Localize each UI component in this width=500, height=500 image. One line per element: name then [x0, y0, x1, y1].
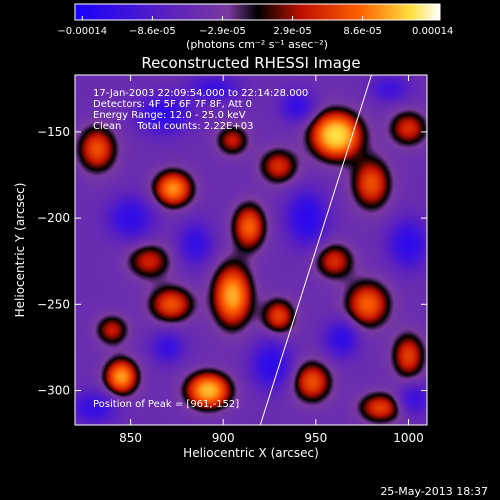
annotation-counts: Clean Total counts: 2.22E+03	[93, 121, 253, 132]
x-tick-label: 950	[304, 431, 327, 445]
colorbar-ticks: −0.00014 −8.6e-05 −2.9e-05 2.9e-05 8.6e-05 0.…	[57, 16, 453, 37]
annotation-time: 17-Jan-2003 22:09:54.000 to 22:14:28.000	[93, 88, 308, 99]
date-stamp: 25-May-2013 18:37	[380, 485, 488, 498]
heatmap-image	[75, 75, 427, 425]
y-axis-ticks: −150 −200 −250 −300	[37, 125, 427, 398]
colorbar-tick-label: 8.6e-05	[343, 26, 381, 37]
colorbar-tick-label: −8.6e-05	[129, 26, 176, 37]
colorbar	[74, 3, 441, 21]
annotation-block: 17-Jan-2003 22:09:54.000 to 22:14:28.000…	[93, 88, 308, 132]
peak-label: Position of Peak = [961,-152]	[93, 399, 239, 410]
x-tick-label: 850	[119, 431, 142, 445]
colorbar-tick-label: −0.00014	[57, 26, 107, 37]
y-axis-label: Heliocentric Y (arcsec)	[13, 183, 27, 318]
annotation-energy: Energy Range: 12.0 - 25.0 keV	[93, 110, 246, 121]
colorbar-tick-label: 0.00014	[412, 26, 453, 37]
colorbar-unit-label: (photons cm⁻² s⁻¹ asec⁻²)	[186, 38, 328, 51]
y-tick-label: −250	[37, 297, 70, 311]
y-tick-label: −200	[37, 211, 70, 225]
annotation-detectors: Detectors: 4F 5F 6F 7F 8F, Att 0	[93, 99, 252, 110]
chart-title: Reconstructed RHESSI Image	[141, 54, 360, 72]
y-tick-label: −150	[37, 125, 70, 139]
colorbar-tick-label: 2.9e-05	[273, 26, 311, 37]
x-axis-ticks: 850 900 950 1000	[119, 75, 424, 445]
y-tick-label: −300	[37, 384, 70, 398]
plot-frame	[74, 74, 428, 426]
x-tick-label: 1000	[393, 431, 424, 445]
limb-line	[259, 75, 372, 425]
x-tick-label: 900	[212, 431, 235, 445]
colorbar-tick-label: −2.9e-05	[199, 26, 246, 37]
x-axis-label: Heliocentric X (arcsec)	[183, 446, 319, 460]
